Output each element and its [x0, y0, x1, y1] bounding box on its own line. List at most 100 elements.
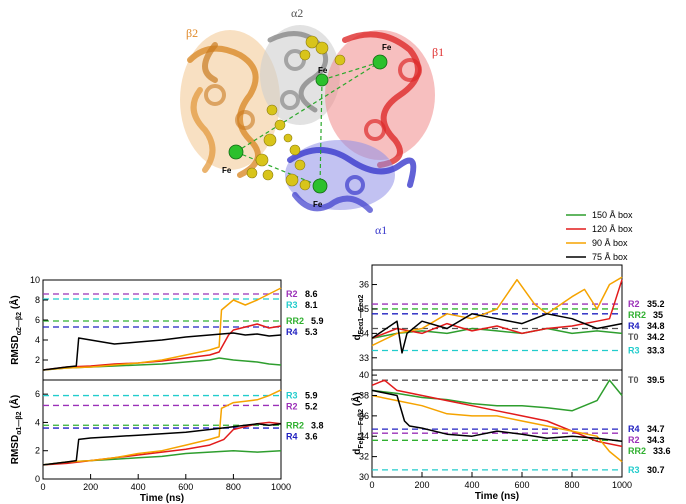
x-tick-label: 1000 [271, 482, 291, 492]
series-line [371, 379, 623, 448]
y-tick-label: 2 [35, 355, 40, 365]
plot-frame [42, 379, 282, 480]
y-axis-title-main: RMSD [10, 435, 21, 464]
fe-label-beta1: Fe [382, 43, 392, 52]
y-tick-label: 40 [359, 370, 369, 380]
legend-entry: 75 Å box [566, 252, 628, 262]
y-axis-title-main: d [352, 334, 363, 340]
x-tick-label: 200 [83, 482, 98, 492]
legend-label: 75 Å box [592, 252, 628, 262]
series-line [371, 276, 623, 347]
x-tick-label: 0 [369, 480, 374, 490]
beta2-subunit-ribbon [180, 30, 280, 178]
y-axis-title-unit: (Å) [350, 392, 363, 409]
y-tick-label: 38 [359, 390, 369, 400]
reference-label: R3 [628, 465, 640, 475]
alpha1-subunit-ribbon [285, 140, 417, 213]
y-tick-label: 0 [35, 474, 40, 484]
fe-label-alpha2: Fe [318, 66, 328, 75]
x-tick-label: 0 [40, 482, 45, 492]
series-line [371, 379, 623, 412]
y-tick-label: 34 [359, 328, 369, 338]
y-tick-label: 30 [359, 472, 369, 482]
reference-value: 33.6 [653, 446, 671, 456]
y-tick-label: 34 [359, 431, 369, 441]
series-line [42, 423, 282, 466]
reference-label: R4 [286, 327, 298, 337]
reference-value: 3.6 [305, 431, 318, 441]
reference-label: R4 [286, 431, 298, 441]
reference-value: 35.2 [647, 299, 665, 309]
plot-frame [371, 369, 623, 478]
reference-value: 34.2 [647, 332, 665, 342]
reference-label: T0 [628, 332, 639, 342]
y-tick-label: 10 [30, 275, 40, 285]
series-line [371, 313, 623, 354]
legend-entry: 150 Å box [566, 210, 633, 220]
reference-value: 33.3 [647, 345, 665, 355]
legend-label: 120 Å box [592, 224, 633, 234]
reference-label: RR2 [628, 446, 646, 456]
reference-value: 34.8 [647, 321, 665, 331]
reference-label: R3 [286, 300, 298, 310]
reference-value: 5.9 [305, 391, 318, 401]
rmsd-alpha1-beta2-panel: 0 2 4 6 0 200 400 600 800 1000 Time (ns) RMSDα1—β2 … [8, 379, 324, 504]
fe-atoms [228, 54, 388, 194]
y-axis-title-subscript: α2—β2 [16, 312, 23, 335]
reference-label: R2 [628, 435, 640, 445]
y-tick-label: 35 [359, 304, 369, 314]
protein-structure-image: Fe Fe Fe Fe α2 β2 β1 α1 [180, 6, 444, 237]
fe-labels: Fe Fe Fe Fe [222, 43, 392, 209]
x-tick-label: 800 [564, 480, 579, 490]
series-line [42, 323, 282, 371]
series-line [42, 389, 282, 466]
y-tick-label: 8 [35, 295, 40, 305]
series-line [371, 327, 623, 340]
y-tick-label: 36 [359, 411, 369, 421]
box-size-legend: 150 Å box 120 Å box 90 Å box 75 Å box [566, 210, 633, 262]
plot-frame [42, 279, 282, 381]
y-tick-label: 6 [35, 389, 40, 399]
reference-value: 39.5 [647, 375, 665, 385]
reference-value: 5.3 [305, 327, 318, 337]
y-axis-title-subscript: α1—β2 [16, 411, 23, 434]
reference-label: R3 [286, 391, 298, 401]
reference-label: R4 [628, 424, 640, 434]
fe-distance-lines [235, 61, 381, 187]
reference-label: RR2 [628, 310, 646, 320]
subunit-label-alpha1: α1 [375, 223, 387, 237]
x-tick-label: 400 [131, 482, 146, 492]
reference-value: 35 [653, 310, 663, 320]
fe-label-beta2: Fe [222, 166, 232, 175]
reference-label: R2 [286, 289, 298, 299]
reference-value: 8.6 [305, 289, 318, 299]
reference-value: 34.7 [647, 424, 665, 434]
y-axis-title-unit: (Å) [8, 295, 21, 312]
reference-value: 5.9 [311, 316, 324, 326]
y-tick-label: 4 [35, 335, 40, 345]
reference-label: RR2 [286, 316, 304, 326]
x-tick-label: 200 [414, 480, 429, 490]
y-axis-title: dFeβ1—Feβ2 (Å) [350, 392, 365, 454]
subunit-labels: α2 β2 β1 α1 [186, 6, 444, 237]
y-tick-label: 33 [359, 353, 369, 363]
reference-label: T0 [628, 375, 639, 385]
reference-label: R2 [628, 299, 640, 309]
reference-value: 30.7 [647, 465, 665, 475]
fe-label-alpha1: Fe [313, 200, 323, 209]
x-tick-label: 600 [514, 480, 529, 490]
reference-value: 34.3 [647, 435, 665, 445]
y-axis-title-subscript: Feα1—Feα2 [358, 294, 365, 334]
y-tick-label: 6 [35, 315, 40, 325]
y-tick-label: 32 [359, 452, 369, 462]
x-axis-title: Time (ns) [475, 491, 519, 502]
reference-label: RR2 [286, 420, 304, 430]
subunit-label-beta2: β2 [186, 26, 198, 40]
series-line [42, 332, 282, 371]
series-line [371, 279, 623, 339]
reference-label: R4 [628, 321, 640, 331]
legend-label: 90 Å box [592, 238, 628, 248]
